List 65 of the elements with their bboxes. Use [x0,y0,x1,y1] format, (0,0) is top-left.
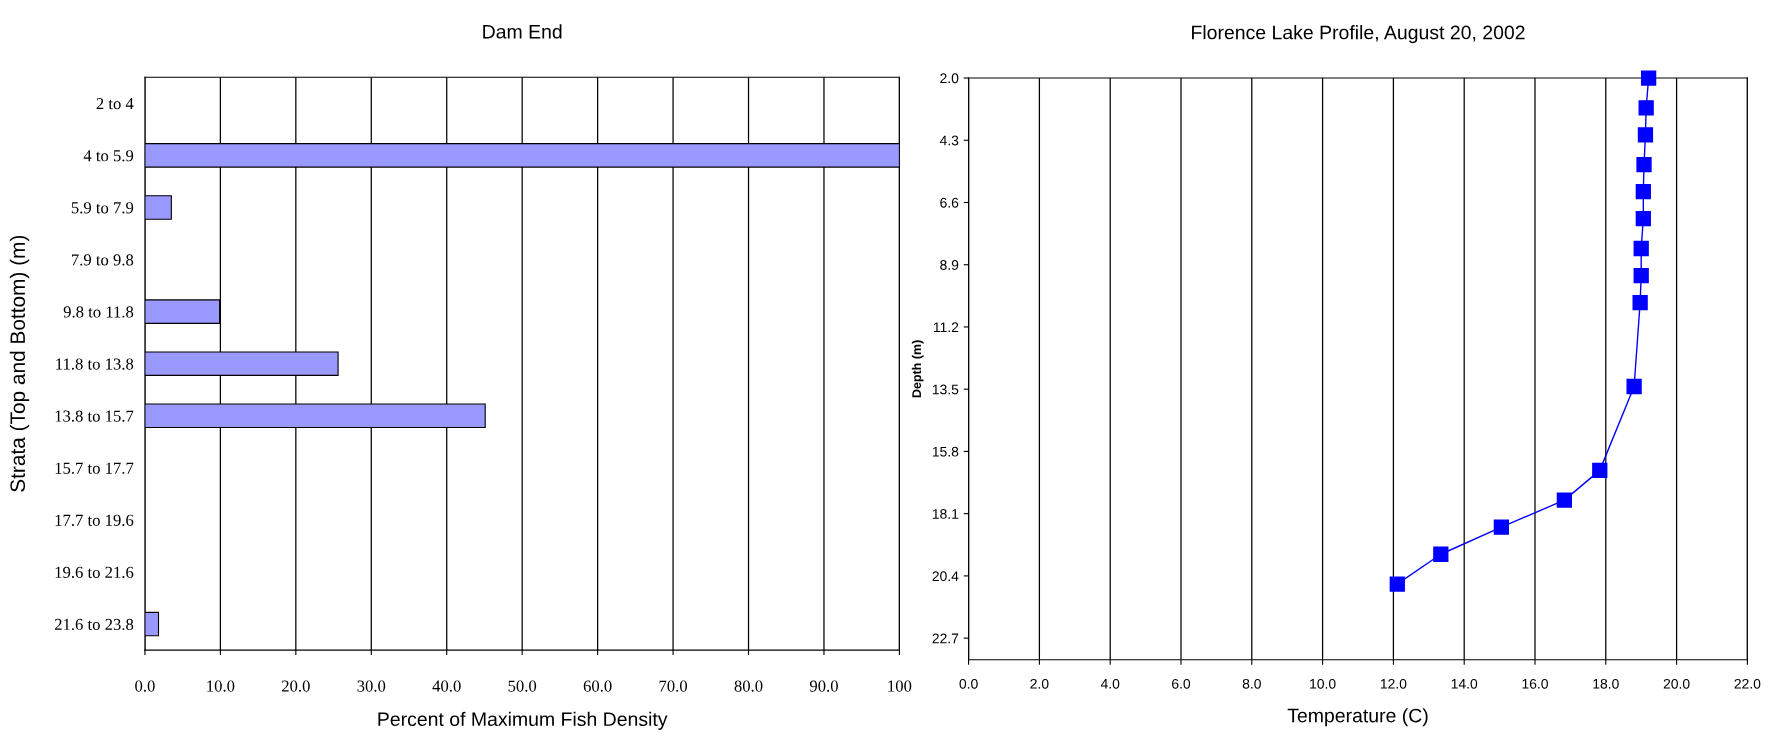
y-tick-label: 18.1 [932,509,959,519]
x-tick-label: 20.0 [1663,678,1690,689]
y-tick-label: 9.8 to 11.8 [63,306,134,318]
x-tick-label: 12.0 [1380,678,1407,689]
point [1635,184,1651,200]
x-tick-label: 50.0 [508,680,537,692]
x-tick-label: 14.0 [1451,678,1478,689]
x-tick-label: 100 [888,680,912,692]
chart-title: Dam End [483,24,562,39]
point [1493,519,1510,535]
y-tick-label: 4 to 5.9 [83,150,134,162]
y-tick-label: 13.5 [932,384,959,395]
x-tick-label: 60.0 [583,680,612,692]
x-tick-label: 80.0 [734,680,763,692]
point [1636,156,1652,173]
y-tick-label: 5.9 to 7.9 [71,202,134,214]
x-tick-label: 40.0 [432,680,461,692]
point [1640,70,1657,86]
x-tick-label: 70.0 [659,680,688,692]
point [1389,576,1405,592]
y-tick-label: 17.7 to 19.6 [55,514,134,526]
x-tick-label: 0.0 [959,678,978,689]
y-tick-label: 8.9 [940,260,959,270]
point [1556,492,1573,508]
y-axis-title: Depth (m) [911,340,924,398]
y-tick-label: 2 to 4 [96,98,134,110]
y-tick-label: 13.8 to 15.7 [55,410,134,422]
x-tick-label: 22.0 [1734,678,1761,689]
y-tick-label: 15.8 [932,446,959,457]
x-axis-title: Temperature (C) [1287,708,1428,727]
y-tick-label: 21.6 to 23.8 [54,618,134,631]
chart-title: Florence Lake Profile, August 20, 2002 [1192,25,1525,44]
point [1632,294,1648,311]
y-tick-label: 4.3 [939,135,959,146]
y-tick-label: 22.7 [932,633,959,644]
x-tick-label: 4.0 [1100,678,1120,689]
point [1626,378,1642,395]
y-tick-label: 15.7 to 17.7 [55,462,134,474]
y-axis-title: Strata (Top and Bottom) (m) [9,235,30,492]
point [1638,100,1654,116]
x-tick-label: 8.0 [1242,678,1261,689]
y-tick-label: 6.6 [940,197,959,208]
x-tick-label: 16.0 [1522,678,1548,689]
y-tick-label: 20.4 [932,571,959,582]
point [1592,462,1608,479]
x-tick-label: 30.0 [357,680,386,692]
x-tick-label: 6.0 [1172,678,1191,689]
x-tick-label: 10.0 [207,680,235,692]
x-tick-label: 2.0 [1030,678,1049,689]
x-tick-label: 10.0 [1310,678,1336,689]
point [1635,211,1651,227]
point [1433,546,1449,562]
y-tick-label: 2.0 [940,73,959,84]
y-tick-label: 11.8 to 13.8 [56,358,134,370]
point [1633,267,1649,284]
y-tick-label: 19.6 to 21.6 [55,566,134,579]
point [1637,127,1654,143]
y-tick-label: 11.2 [933,322,959,332]
point [1633,240,1649,257]
x-tick-label: 18.0 [1593,678,1619,689]
y-tick-label: 7.9 to 9.8 [71,254,134,266]
x-tick-label: 0.0 [135,680,155,692]
x-tick-label: 90.0 [809,680,838,692]
x-tick-label: 20.0 [281,680,310,692]
x-axis-title: Percent of Maximum Fish Density [378,711,668,730]
